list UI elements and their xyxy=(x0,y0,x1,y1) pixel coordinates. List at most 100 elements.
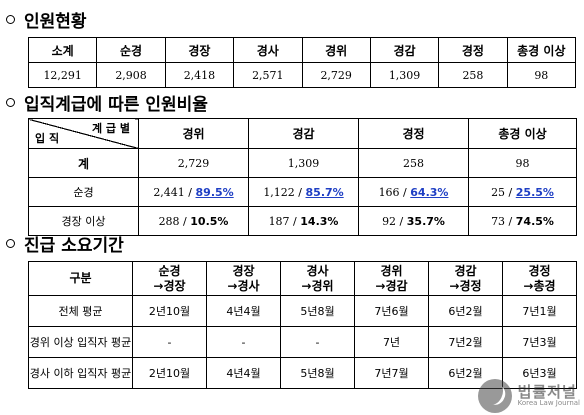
percent-value: 74.5% xyxy=(515,214,554,228)
header-cell: 경감 xyxy=(248,118,359,149)
section-title-ratio: 입직계급에 따른 인원비율 xyxy=(6,90,208,115)
ratio-cell: 25 / 25.5% xyxy=(468,177,577,207)
corner-label-rank: 계 급 별 xyxy=(91,122,130,135)
header-cell: 경사 →경위 xyxy=(280,261,355,296)
header-from: 경위 xyxy=(380,263,403,278)
percent-value: 10.5% xyxy=(190,214,229,228)
period-cell: 5년8월 xyxy=(280,295,355,327)
table-row: 12,291 2,908 2,418 2,571 2,729 1,309 258… xyxy=(27,62,577,88)
header-cell: 경장 →경사 xyxy=(206,261,281,296)
table-row-sungyeong: 순경 2,441 / 89.5% 1,122 / 85.7% 166 / 64.… xyxy=(28,177,577,207)
header-cell: 순경 xyxy=(96,37,166,63)
header-cell: 경정 xyxy=(438,37,508,63)
header-cell: 경위 xyxy=(138,118,249,149)
period-cell: 6년2월 xyxy=(428,295,503,327)
period-cell: 7년1월 xyxy=(502,295,577,327)
circle-bullet-icon xyxy=(6,98,15,107)
count-value: 92 xyxy=(382,214,397,228)
percent-value: 25.5% xyxy=(515,185,554,199)
header-to: →경감 xyxy=(375,278,408,293)
watermark-sub: Korea Law Journal xyxy=(517,399,580,408)
count-cell: 258 xyxy=(358,148,469,178)
row-label: 경사 이하 입직자 평균 xyxy=(28,357,133,389)
count-value: 25 xyxy=(491,185,506,199)
count-value: 288 xyxy=(158,214,180,228)
section-title-headcount: 인원현황 xyxy=(6,7,87,32)
table-row-gyeongjang-plus: 경장 이상 288 / 10.5% 187 / 14.3% 92 / 35.7%… xyxy=(28,206,577,236)
period-cell: 7년6월 xyxy=(354,295,429,327)
value-cell: 2,571 xyxy=(233,62,303,88)
row-label: 경위 이상 입직자 평균 xyxy=(28,326,133,358)
circle-bullet-icon xyxy=(6,239,15,248)
circle-bullet-icon xyxy=(6,15,15,24)
header-from: 경감 xyxy=(454,263,477,278)
period-cell: 7년7월 xyxy=(354,357,429,389)
table-row: 경사 이하 입직자 평균 2년10월 4년4월 5년8월 7년7월 6년2월 6… xyxy=(28,357,577,389)
value-cell: 2,418 xyxy=(164,62,235,88)
ratio-cell: 2,441 / 89.5% xyxy=(138,177,249,207)
header-cell: 경사 xyxy=(233,37,303,63)
table-header-row: 계 급 별 입 직 경위 경감 경정 총경 이상 xyxy=(28,118,577,149)
period-cell: 2년10월 xyxy=(132,357,207,389)
period-cell: - xyxy=(280,326,355,358)
ratio-cell: 73 / 74.5% xyxy=(468,206,577,236)
row-label: 계 xyxy=(28,148,139,178)
period-cell: 7년 xyxy=(354,326,429,358)
table-header-row: 소계 순경 경장 경사 경위 경감 경정 총경 이상 xyxy=(27,37,577,63)
header-cell: 총경 이상 xyxy=(506,37,577,63)
percent-value: 85.7% xyxy=(305,185,344,199)
ratio-cell: 288 / 10.5% xyxy=(138,206,249,236)
period-cell: - xyxy=(206,326,281,358)
corner-cell: 구분 xyxy=(28,261,133,296)
header-cell: 경감 xyxy=(369,37,440,63)
table-row: 경위 이상 입직자 평균 - - - 7년 7년2월 7년3월 xyxy=(28,326,577,358)
header-cell: 경감 →경정 xyxy=(428,261,503,296)
value-cell: 12,291 xyxy=(27,62,98,88)
promotion-period-table: 구분 순경 →경장 경장 →경사 경사 →경위 경위 →경감 경감 →경정 경정 →총경 전… xyxy=(28,261,577,389)
period-cell: 4년4월 xyxy=(206,295,281,327)
headcount-table: 소계 순경 경장 경사 경위 경감 경정 총경 이상 12,291 2,908 … xyxy=(27,37,577,88)
header-from: 경정 xyxy=(528,263,551,278)
diagonal-corner-cell: 계 급 별 입 직 xyxy=(28,118,139,149)
header-from: 순경 xyxy=(158,263,181,278)
section-title-text: 진급 소요기간 xyxy=(24,236,124,256)
corner-label-entry: 입 직 xyxy=(35,132,60,145)
header-to: →경정 xyxy=(449,278,482,293)
header-cell: 경장 xyxy=(164,37,235,63)
ratio-cell: 1,122 / 85.7% xyxy=(248,177,359,207)
section-title-text: 입직계급에 따른 인원비율 xyxy=(24,95,208,115)
value-cell: 2,908 xyxy=(96,62,166,88)
header-cell: 순경 →경장 xyxy=(132,261,207,296)
value-cell: 1,309 xyxy=(369,62,440,88)
percent-value: 64.3% xyxy=(410,185,449,199)
table-header-row: 구분 순경 →경장 경장 →경사 경사 →경위 경위 →경감 경감 →경정 경정 →총경 xyxy=(28,261,577,296)
header-cell: 소계 xyxy=(27,37,98,63)
header-to: →경위 xyxy=(301,278,334,293)
percent-value: 14.3% xyxy=(300,214,339,228)
percent-value: 35.7% xyxy=(406,214,445,228)
period-cell: 6년2월 xyxy=(428,357,503,389)
count-value: 166 xyxy=(378,185,400,199)
percent-value: 89.5% xyxy=(195,185,234,199)
header-cell: 경정 →총경 xyxy=(502,261,577,296)
header-to: →경사 xyxy=(227,278,260,293)
period-cell: - xyxy=(132,326,207,358)
count-value: 187 xyxy=(268,214,290,228)
period-cell: 5년8월 xyxy=(280,357,355,389)
value-cell: 98 xyxy=(506,62,577,88)
period-cell: 2년10월 xyxy=(132,295,207,327)
row-label: 경장 이상 xyxy=(28,206,139,236)
value-cell: 2,729 xyxy=(301,62,371,88)
header-from: 경사 xyxy=(306,263,329,278)
table-row-total: 계 2,729 1,309 258 98 xyxy=(28,148,577,178)
header-cell: 경정 xyxy=(358,118,469,149)
count-value: 73 xyxy=(491,214,506,228)
ratio-cell: 166 / 64.3% xyxy=(358,177,469,207)
ratio-cell: 92 / 35.7% xyxy=(358,206,469,236)
ratio-cell: 187 / 14.3% xyxy=(248,206,359,236)
period-cell: 6년3월 xyxy=(502,357,577,389)
header-cell: 경위 xyxy=(301,37,371,63)
header-to: →총경 xyxy=(523,278,556,293)
row-label: 순경 xyxy=(28,177,139,207)
count-cell: 2,729 xyxy=(138,148,249,178)
